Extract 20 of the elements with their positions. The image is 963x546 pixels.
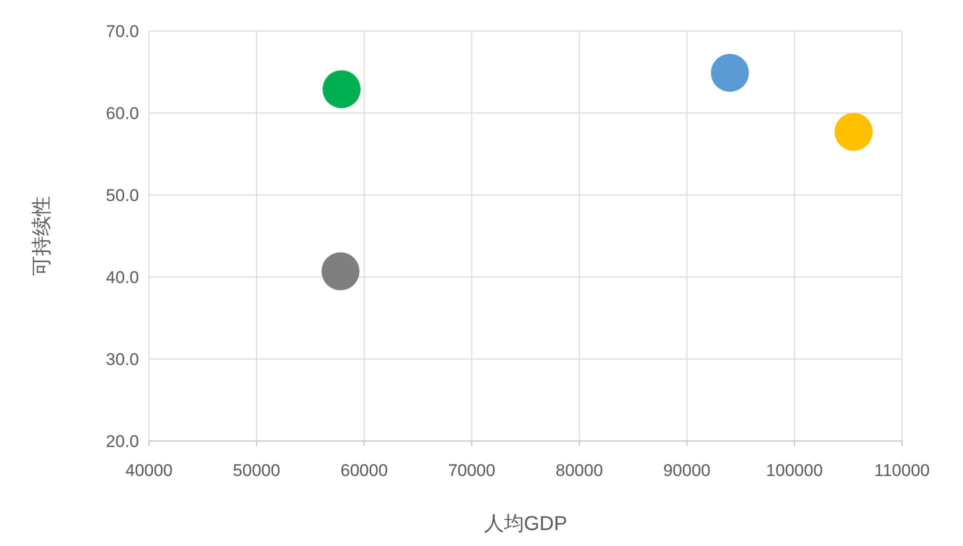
y-tick-label: 40.0 [106, 268, 139, 287]
y-tick-label: 50.0 [106, 186, 139, 205]
x-tick-label: 90000 [663, 461, 710, 480]
y-tick-label: 70.0 [106, 22, 139, 41]
x-tick-label: 60000 [340, 461, 388, 480]
y-tick-label: 20.0 [106, 432, 139, 451]
y-tick-label: 30.0 [106, 350, 139, 369]
point [834, 112, 873, 151]
x-axis-title: 人均GDP [484, 513, 568, 535]
y-tick-label: 60.0 [106, 104, 139, 123]
x-tick-label: 70000 [448, 461, 496, 480]
x-tick-label: 110000 [874, 461, 930, 480]
point [322, 70, 361, 108]
point [321, 252, 360, 290]
x-tick-label: 80000 [556, 461, 603, 480]
x-tick-label: 100000 [766, 461, 823, 480]
x-tick-label: 40000 [125, 461, 173, 480]
x-tick-label: 50000 [232, 461, 280, 480]
point [710, 54, 749, 92]
y-axis-title: 可持续性 [31, 196, 53, 276]
